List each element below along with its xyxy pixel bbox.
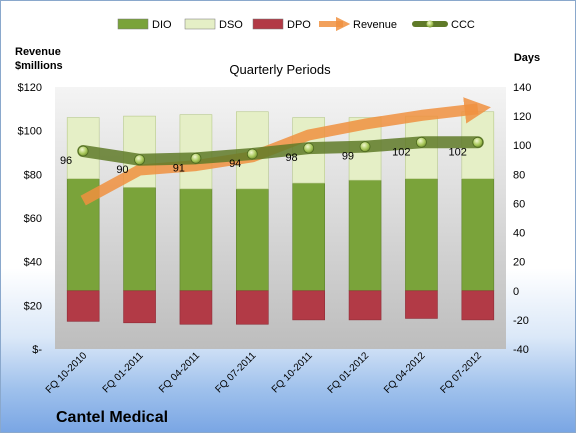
left-axis-label-line1: Revenue [15,46,61,58]
legend-dso-label: DSO [219,19,243,31]
right-tick-label: 20 [513,257,525,269]
ccc-data-label: 98 [285,152,297,164]
x-axis: FQ 10-2010 FQ 01-2011 FQ 04-2011 FQ 07-2011… [44,350,484,396]
legend-dso-swatch [184,18,216,30]
right-tick-label: 100 [513,140,531,152]
right-tick-label: -40 [513,344,529,356]
ccc-data-label: 96 [60,155,72,167]
dpo-bar [236,290,269,325]
dio-bar [179,188,213,292]
ccc-point [246,148,258,160]
right-axis: -40 -20 0 20 40 60 80 100 120 140 [513,82,531,356]
ccc-data-label: 99 [342,151,354,163]
dpo-bar [123,290,156,324]
left-tick-label: $100 [18,126,42,138]
dpo-bar [66,290,100,322]
ccc-point [77,145,89,157]
ccc-layer: 96 90 91 94 98 99 102 102 [60,136,484,176]
x-category-label: FQ 04-2011 [157,350,202,395]
left-tick-label: $60 [24,213,42,225]
right-tick-label: 80 [513,169,525,181]
legend-ccc-marker [426,20,434,28]
dpo-bar [405,290,438,319]
plot-area [55,87,506,349]
ccc-point [416,136,427,148]
dio-bar [123,187,156,292]
legend: DIO DSO DPO Revenue CCC [117,16,475,32]
x-category-label: FQ 01-2011 [101,350,146,395]
ccc-data-label: 102 [392,146,410,158]
dpo-bar [348,290,382,321]
legend-dio-label: DIO [152,19,172,31]
x-category-label: FQ 01-2012 [326,350,372,396]
x-category-label: FQ 10-2010 [44,350,90,396]
right-tick-label: 60 [513,198,525,210]
left-tick-label: $- [32,344,42,356]
x-category-label: FQ 07-2012 [438,350,484,396]
ccc-line [77,136,484,166]
right-axis-label: Days [514,52,540,64]
legend-dpo-swatch [252,18,284,30]
ccc-data-label: 91 [173,162,185,174]
right-tick-label: -20 [513,315,529,327]
dio-bar [405,178,438,292]
dio-bar [461,178,495,292]
right-tick-label: 120 [513,111,531,123]
dio-bar [236,188,269,292]
dpo-bar [292,290,325,321]
legend-revenue-label: Revenue [353,19,397,31]
legend-dpo-label: DPO [287,19,311,31]
ccc-point [359,141,371,153]
left-tick-label: $40 [24,257,42,269]
legend-dio-swatch [117,18,149,30]
x-category-label: FQ 04-2012 [382,350,428,396]
ccc-point [190,152,202,164]
ccc-point [472,136,484,148]
x-category-label: FQ 10-2011 [270,350,315,395]
left-tick-label: $120 [18,82,42,94]
right-tick-label: 140 [513,82,531,94]
dpo-bar [179,290,213,325]
dpo-bar [461,290,495,321]
x-category-label: FQ 07-2011 [213,350,258,395]
dio-bar [348,179,382,292]
ccc-data-label: 94 [229,158,241,170]
company-name: Cantel Medical [56,409,168,426]
ccc-point [303,142,315,154]
left-axis-label-line2: $millions [15,60,63,72]
ccc-data-label: 102 [448,146,466,158]
chart-title: Quarterly Periods [229,62,331,77]
left-tick-label: $80 [24,169,42,181]
right-tick-label: 40 [513,228,525,240]
ccc-data-label: 90 [116,164,128,176]
dio-bar [292,182,325,292]
left-axis: $- $20 $40 $60 $80 $100 $120 [18,82,43,356]
right-tick-label: 0 [513,286,519,298]
left-tick-label: $20 [24,300,42,312]
ccc-point [134,154,145,166]
legend-ccc-label: CCC [451,19,475,31]
